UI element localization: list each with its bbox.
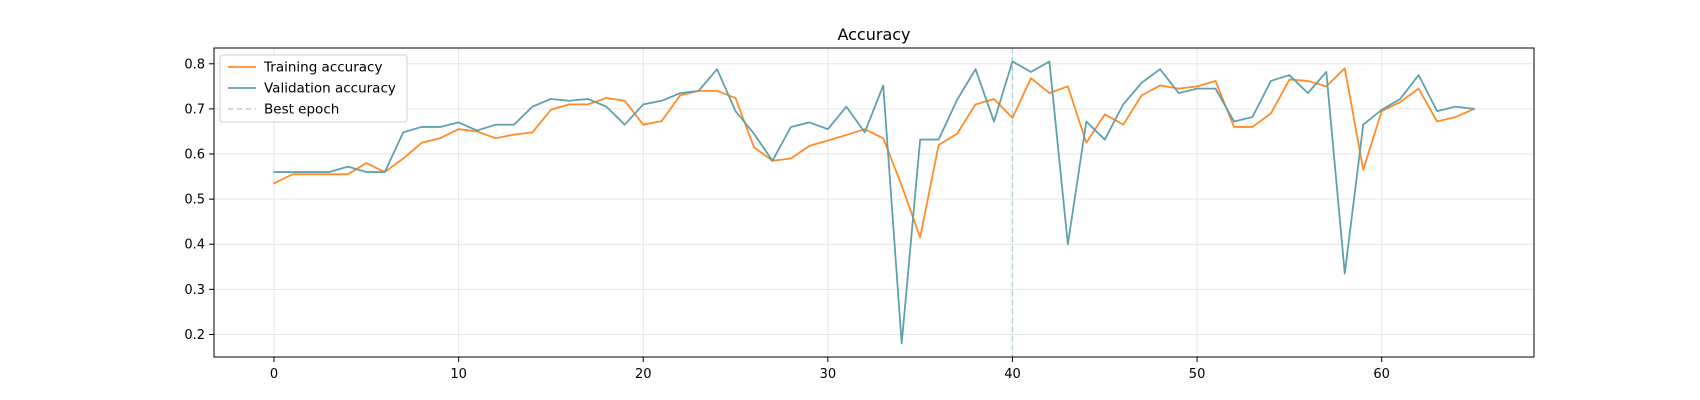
- legend-label-best-epoch: Best epoch: [264, 102, 339, 118]
- x-tick-label: 0: [270, 367, 278, 382]
- y-tick-label: 0.2: [184, 328, 205, 343]
- y-tick-label: 0.5: [184, 193, 205, 208]
- x-tick-label: 20: [635, 367, 652, 382]
- plot-frame: [213, 47, 1535, 358]
- axis-ticks: 0 10 20 30 40 50 60 0.2 0.3 0.4 0.5 0.6 0.7 0.8: [184, 57, 1390, 382]
- y-tick-label: 0.7: [184, 102, 205, 117]
- x-tick-label: 50: [1189, 367, 1206, 382]
- legend-box: [219, 54, 408, 123]
- y-tick-label: 0.3: [184, 283, 205, 298]
- x-tick-label: 30: [820, 367, 837, 382]
- grid: [214, 48, 1534, 357]
- y-tick-label: 0.4: [184, 238, 205, 253]
- series-line-training: [273, 67, 1475, 239]
- x-tick-label: 10: [450, 367, 467, 382]
- x-tick-label: 60: [1373, 367, 1390, 382]
- x-tick-label: 40: [1004, 367, 1021, 382]
- legend-label-validation: Validation accuracy: [264, 81, 396, 97]
- series-line-validation: [273, 60, 1475, 345]
- legend: Training accuracy Validation accuracy Be…: [219, 54, 408, 123]
- legend-label-training: Training accuracy: [263, 60, 382, 76]
- chart-title: Accuracy: [837, 25, 910, 44]
- y-tick-label: 0.8: [184, 57, 205, 72]
- y-tick-label: 0.6: [184, 148, 205, 163]
- series-lines: [273, 60, 1475, 345]
